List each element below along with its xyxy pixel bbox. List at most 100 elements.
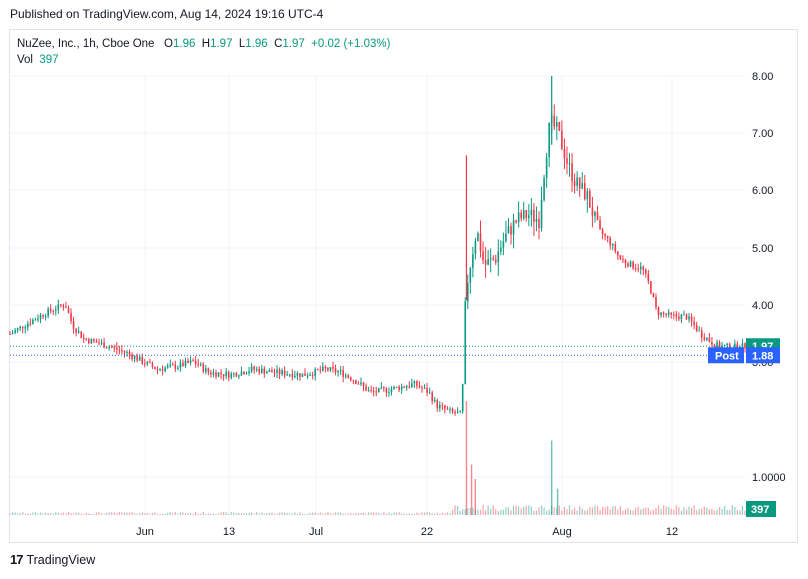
volume-bar [515,505,517,515]
volume-bar [67,512,70,515]
volume-bar [365,513,367,515]
candle-body [60,304,62,306]
volume-bar [421,512,423,515]
candle-body [413,380,416,384]
volume-bar [390,513,393,515]
candle-body [599,220,601,230]
volume-bar [685,509,688,515]
volume-bar [408,513,410,515]
candle-body [365,386,367,391]
time-tick-label: Aug [552,526,572,538]
volume-bar [210,513,212,515]
volume-bar [337,512,339,515]
candle-body [609,238,612,246]
volume-bar [27,513,29,515]
volume-bar [154,512,156,515]
candle-body [721,345,723,348]
candle-body [520,212,522,219]
volume-bar [167,512,169,515]
volume-bar [233,512,235,515]
volume-bar [718,507,721,515]
candle-body [327,368,329,371]
candle-body [568,163,571,165]
candle-body [258,368,261,373]
volume-bar [42,513,44,515]
time-tick-label: 22 [421,526,433,538]
volume-bar [9,513,11,515]
candle-body [233,373,235,375]
volume-bar [477,509,479,515]
candle-body [591,207,594,216]
volume-bar [388,512,390,515]
candle-body [589,191,591,208]
volume-bar [357,512,360,515]
candle-body [156,369,159,371]
candle-body [500,247,502,252]
volume-bar [604,507,606,515]
candle-body [586,191,589,200]
price-badge [746,347,780,364]
volume-bar [484,510,487,515]
volume-bar [629,510,632,515]
candle-body [90,338,93,344]
candle-body [133,356,136,359]
candle-body [337,371,339,373]
candle-body [230,373,233,378]
volume-bar [378,512,380,515]
volume-bar [17,513,19,515]
candle-body [197,363,200,366]
post-tag-label: Post [715,350,739,362]
high-label: H [201,38,211,50]
volume-bar [622,510,624,515]
volume-bar [240,513,243,515]
candle-body [250,366,253,372]
volume-bar [512,505,515,515]
candle-body [375,391,378,393]
post-tag [708,347,744,364]
candle-body [222,374,225,377]
candle-body [199,364,202,366]
candle-body [100,342,103,344]
volume-bar [589,506,591,515]
candle-body [665,313,667,315]
candle-body [449,408,451,410]
volume-bar [472,507,474,515]
volume-bar [271,512,273,515]
candle-body [136,356,138,361]
volume-label: Vol [17,54,33,66]
candle-body [171,364,174,366]
volume-bar [261,512,263,515]
volume-bar [383,512,385,515]
volume-bar [675,505,677,515]
volume-bar [663,505,665,515]
volume-bar [561,510,563,515]
volume-bar [144,513,146,515]
candle-body [472,254,474,268]
volume-bar [156,513,159,515]
candle-body [49,308,52,311]
candle-body [309,374,311,376]
price-tick-label: 7.00 [752,128,773,140]
volume-bar [495,509,497,515]
volume-bar [220,512,222,515]
volume-bar [256,512,258,515]
published-caption: Published on TradingView.com, Aug 14, 20… [10,7,324,21]
volume-bar [266,513,268,515]
candle-body [533,209,535,222]
candle-body [177,367,179,369]
volume-bar [579,506,581,515]
volume-bar [172,513,174,515]
candle-body [540,199,543,229]
candle-body [334,368,337,373]
footer-brand[interactable]: 17 TradingView [10,552,95,567]
candle-body [207,368,210,373]
volume-bar [251,512,253,515]
candle-body [657,307,660,316]
candle-body [16,328,19,331]
candle-body [522,210,525,219]
candle-body [82,337,85,339]
volume-bar [197,513,199,515]
volume-bar [487,505,489,515]
candle-body [9,333,11,335]
